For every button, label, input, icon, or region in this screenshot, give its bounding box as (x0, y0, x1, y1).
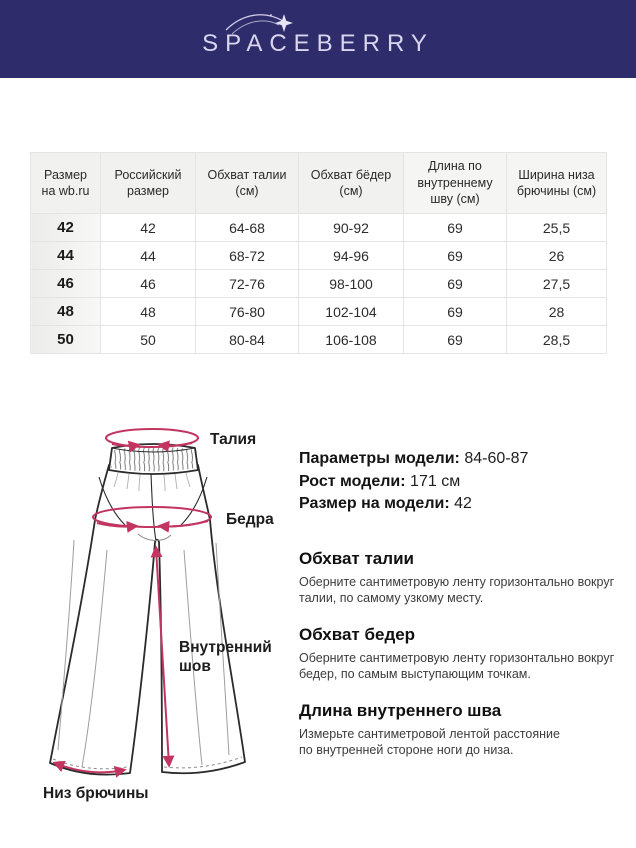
col-header-waist: Обхват талии (см) (195, 152, 299, 214)
model-params-line: Параметры модели: 84-60-87 (299, 448, 629, 471)
section-text: Оберните сантиметровую ленту горизонталь… (299, 575, 615, 605)
cell-ru-size: 50 (100, 325, 196, 354)
cell-ru-size: 42 (100, 213, 196, 242)
size-table: Размер на wb.ru Российский размер Обхват… (30, 152, 607, 354)
cell-hips: 106-108 (298, 325, 404, 354)
cell-hips: 90-92 (298, 213, 404, 242)
cell-waist: 64-68 (195, 213, 299, 242)
brand-header: SPACEBERRY (0, 0, 636, 78)
section-title: Длина внутреннего шва (299, 701, 502, 720)
table-row: 48 48 76-80 102-104 69 28 (30, 297, 607, 326)
model-height-line: Рост модели: 171 см (299, 471, 629, 494)
brand-logo-text: SPACEBERRY (202, 30, 434, 57)
cell-hem-width: 25,5 (506, 213, 607, 242)
col-header-inseam: Длина по внутреннему шву (см) (403, 152, 507, 214)
cell-ru-size: 44 (100, 241, 196, 270)
section-title: Обхват талии (299, 549, 414, 568)
cell-hem-width: 27,5 (506, 269, 607, 298)
cell-wb-size: 48 (30, 297, 101, 326)
cell-ru-size: 46 (100, 269, 196, 298)
cell-waist: 68-72 (195, 241, 299, 270)
cell-waist: 80-84 (195, 325, 299, 354)
cell-inseam: 69 (403, 269, 507, 298)
model-params-label: Параметры модели: (299, 450, 460, 467)
pants-measurement-diagram: Талия Бедра Внутренний шов Низ брючины (12, 415, 292, 815)
model-size-line: Размер на модели: 42 (299, 493, 629, 516)
section-text: Измерьте сантиметровой лентой расстояние… (299, 727, 560, 757)
measure-instructions: Обхват талии Оберните сантиметровую лент… (299, 549, 619, 777)
model-size-value: 42 (454, 495, 472, 512)
model-height-label: Рост модели: (299, 472, 406, 490)
brand-logo: SPACEBERRY (202, 14, 434, 57)
table-row: 50 50 80-84 106-108 69 28,5 (30, 325, 607, 354)
model-params-value: 84-60-87 (464, 450, 529, 467)
table-row: 46 46 72-76 98-100 69 27,5 (30, 269, 607, 298)
section-text: Оберните сантиметровую ленту горизонталь… (299, 651, 615, 681)
diagram-label-hem: Низ брючины (43, 785, 149, 802)
cell-waist: 76-80 (195, 297, 299, 326)
cell-wb-size: 44 (30, 241, 101, 270)
cell-hem-width: 28,5 (506, 325, 607, 354)
col-header-wb-size: Размер на wb.ru (30, 152, 101, 214)
pants-line-art (49, 428, 246, 778)
cell-inseam: 69 (403, 325, 507, 354)
section-waist: Обхват талии Оберните сантиметровую лент… (299, 549, 619, 606)
section-hips: Обхват бедер Оберните сантиметровую лент… (299, 625, 619, 682)
diagram-label-inseam: Внутренний шов (179, 639, 272, 675)
cell-inseam: 69 (403, 213, 507, 242)
section-inseam: Длина внутреннего шва Измерьте сантиметр… (299, 701, 619, 758)
table-row: 44 44 68-72 94-96 69 26 (30, 241, 607, 270)
cell-inseam: 69 (403, 241, 507, 270)
section-title: Обхват бедер (299, 625, 416, 644)
col-header-ru-size: Российский размер (100, 152, 196, 214)
diagram-label-hips: Бедра (226, 511, 274, 528)
cell-wb-size: 46 (30, 269, 101, 298)
col-header-hips: Обхват бёдер (см) (298, 152, 404, 214)
measurement-annotations (52, 428, 212, 778)
cell-ru-size: 48 (100, 297, 196, 326)
table-row: 42 42 64-68 90-92 69 25,5 (30, 213, 607, 242)
cell-hem-width: 28 (506, 297, 607, 326)
cell-hem-width: 26 (506, 241, 607, 270)
cell-waist: 72-76 (195, 269, 299, 298)
cell-hips: 94-96 (298, 241, 404, 270)
cell-hips: 102-104 (298, 297, 404, 326)
size-table-header-row: Размер на wb.ru Российский размер Обхват… (30, 152, 607, 214)
cell-hips: 98-100 (298, 269, 404, 298)
model-height-value: 171 см (410, 472, 461, 490)
cell-wb-size: 50 (30, 325, 101, 354)
model-info: Параметры модели: 84-60-87 Рост модели: … (299, 448, 629, 516)
cell-inseam: 69 (403, 297, 507, 326)
shooting-star-icon (225, 14, 294, 35)
diagram-label-waist: Талия (210, 431, 257, 448)
col-header-hem-width: Ширина низа брючины (см) (506, 152, 607, 214)
cell-wb-size: 42 (30, 213, 101, 242)
model-size-label: Размер на модели: (299, 495, 450, 512)
